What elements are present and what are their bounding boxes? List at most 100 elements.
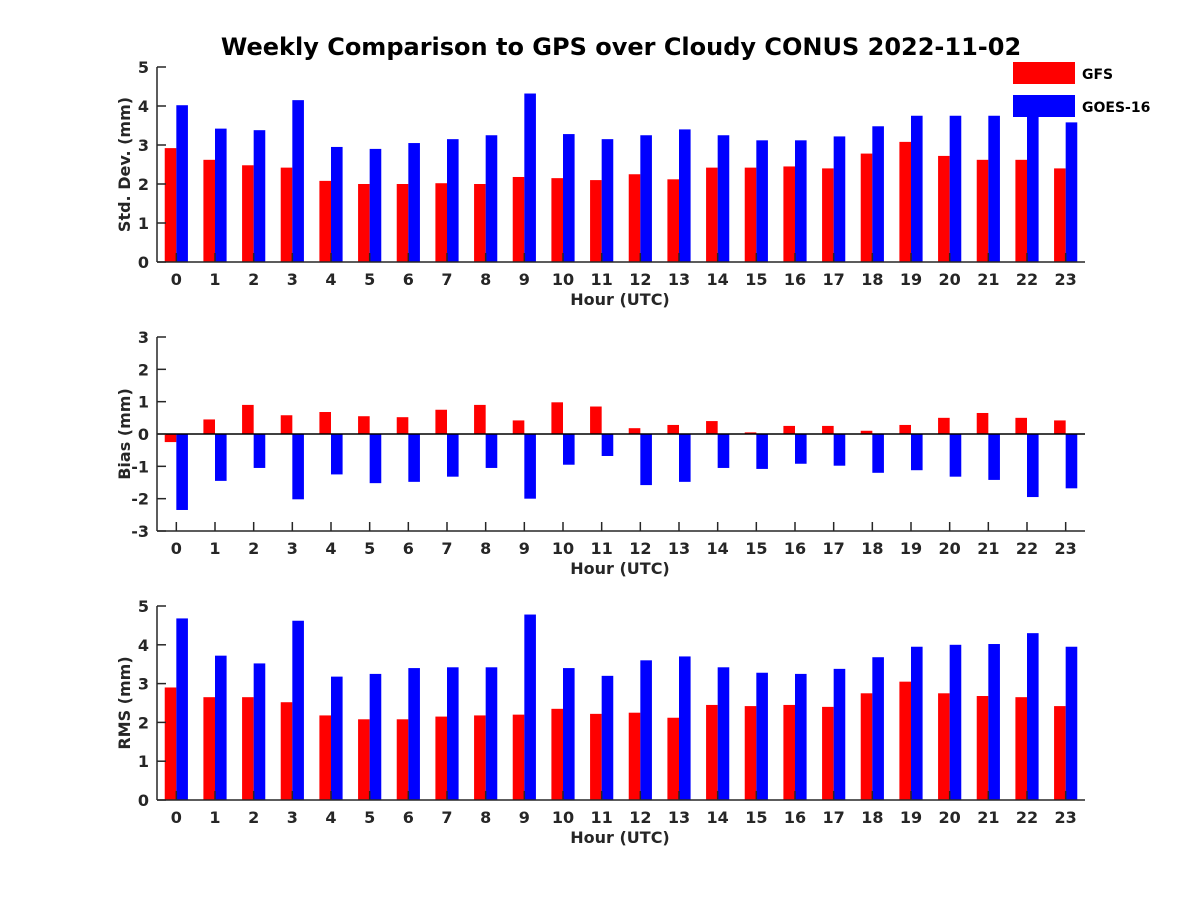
x-tick-label: 3 [287,270,298,289]
bar-goes-16-hour-17 [833,434,846,466]
bar-goes-16-hour-10 [563,434,575,465]
bar-gfs-hour-18 [860,693,873,800]
bar-gfs-hour-0 [164,148,177,262]
bar-goes-16-hour-16 [795,434,807,464]
x-tick-label: 5 [364,270,375,289]
bar-goes-16-hour-23 [1065,122,1078,262]
bar-gfs-hour-15 [744,432,757,434]
bar-goes-16-hour-17 [833,668,846,800]
x-tick-label: 15 [745,539,767,558]
bar-gfs-hour-21 [976,696,989,800]
x-tick-label: 14 [707,539,729,558]
x-tick-label: 2 [248,270,259,289]
bar-goes-16-hour-20 [949,434,962,477]
x-tick-label: 6 [403,539,414,558]
x-tick-label: 0 [171,270,182,289]
x-tick-label: 18 [861,539,883,558]
y-axis-label: RMS (mm) [115,656,134,749]
bar-gfs-hour-10 [551,178,563,262]
bar-goes-16-hour-19 [911,434,923,471]
bar-gfs-hour-23 [1054,706,1066,800]
bar-gfs-hour-16 [783,704,795,800]
x-tick-label: 2 [248,808,259,827]
bar-gfs-hour-13 [667,424,679,434]
bar-goes-16-hour-18 [872,434,884,473]
x-tick-label: 20 [939,270,961,289]
bar-gfs-hour-17 [822,168,834,262]
bar-gfs-hour-22 [1015,697,1027,800]
bar-goes-16-hour-20 [949,115,962,262]
bar-goes-16-hour-4 [331,146,343,262]
bar-goes-16-hour-9 [524,434,536,499]
bar-goes-16-hour-16 [795,140,807,262]
bar-gfs-hour-12 [628,174,641,262]
bar-gfs-hour-18 [860,430,873,434]
bar-goes-16-hour-19 [911,115,923,262]
x-tick-label: 11 [591,270,613,289]
bar-goes-16-hour-8 [485,434,498,468]
x-tick-label: 20 [939,539,961,558]
x-tick-label: 1 [209,539,220,558]
bar-goes-16-hour-23 [1065,434,1078,489]
bar-goes-16-hour-14 [717,434,730,468]
bar-goes-16-hour-21 [988,644,1000,800]
chart-legend: GFS GOES-16 [1013,62,1150,117]
bar-gfs-hour-12 [628,428,641,434]
bar-gfs-hour-1 [203,159,215,262]
bar-gfs-hour-20 [938,693,950,800]
x-tick-label: 22 [1016,539,1038,558]
x-tick-label: 3 [287,808,298,827]
x-tick-label: 0 [171,539,182,558]
x-tick-label: 17 [823,539,845,558]
bar-goes-16-hour-21 [988,434,1000,480]
x-tick-label: 10 [552,808,574,827]
x-axis-label: Hour (UTC) [570,559,670,578]
y-tick-label: 1 [138,752,149,771]
y-tick-label: -2 [131,490,149,509]
bar-gfs-hour-13 [667,179,679,262]
x-tick-label: 1 [209,270,220,289]
y-tick-label: 2 [138,175,149,194]
bar-goes-16-hour-13 [679,434,691,482]
x-tick-label: 16 [784,270,806,289]
x-tick-label: 23 [1055,539,1077,558]
bar-gfs-hour-9 [512,714,525,800]
bar-gfs-hour-9 [512,420,525,434]
bar-gfs-hour-2 [242,697,254,800]
bar-gfs-hour-1 [203,419,215,434]
bar-goes-16-hour-2 [253,434,266,468]
bar-goes-16-hour-15 [756,140,768,262]
bar-goes-16-hour-12 [640,135,652,262]
x-tick-label: 16 [784,539,806,558]
bar-goes-16-hour-11 [601,434,614,456]
bar-goes-16-hour-0 [176,105,188,262]
bar-gfs-hour-0 [164,687,177,800]
x-tick-label: 19 [900,539,922,558]
bar-gfs-hour-14 [706,704,718,800]
bar-gfs-hour-17 [822,425,834,434]
bar-gfs-hour-6 [396,184,409,262]
y-tick-label: 0 [138,253,149,272]
bar-goes-16-hour-17 [833,136,846,262]
bar-goes-16-hour-8 [485,667,498,800]
bar-goes-16-hour-14 [717,135,730,262]
x-axis-label: Hour (UTC) [570,290,670,309]
bar-gfs-hour-6 [396,417,409,434]
y-tick-label: -1 [131,457,149,476]
bar-goes-16-hour-15 [756,672,768,800]
bar-goes-16-hour-12 [640,660,652,800]
bar-gfs-hour-14 [706,167,718,262]
legend-swatch-goes-16 [1013,95,1075,117]
x-tick-label: 18 [861,808,883,827]
bar-gfs-hour-0 [164,434,177,443]
x-tick-label: 14 [707,270,729,289]
legend-label-goes-16: GOES-16 [1082,100,1150,116]
x-tick-label: 10 [552,270,574,289]
bar-gfs-hour-2 [242,165,254,262]
bar-goes-16-hour-4 [331,676,343,800]
bar-gfs-hour-11 [590,406,602,434]
bar-gfs-hour-5 [358,719,370,800]
